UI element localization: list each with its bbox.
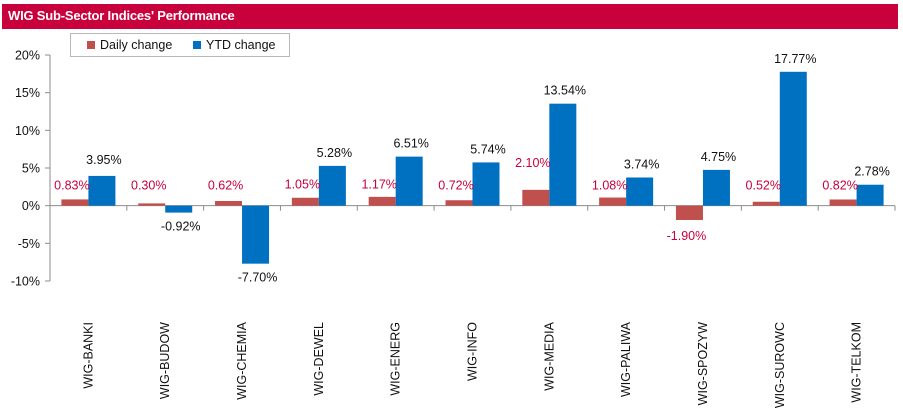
x-tick-label-wig-energ: WIG-ENERG xyxy=(389,322,403,396)
data-label-ytd-wig-budow: -0.92% xyxy=(161,220,201,234)
x-tick-label-wig-chemia: WIG-CHEMIA xyxy=(235,321,249,399)
data-label-ytd-wig-media: 13.54% xyxy=(544,84,586,98)
data-label-ytd-wig-banki: 3.95% xyxy=(86,153,121,167)
data-label-daily-wig-surowc: 0.52% xyxy=(746,179,781,193)
x-tick-label-wig-dewel: WIG-DEWEL xyxy=(312,322,326,396)
bar-daily-wig-spozyw xyxy=(675,205,703,220)
bar-ytd-wig-media xyxy=(549,103,577,206)
bar-ytd-wig-budow xyxy=(165,205,193,213)
y-tick-label: 5% xyxy=(22,162,40,176)
bar-ytd-wig-telkom xyxy=(856,184,884,206)
y-tick-label: -5% xyxy=(18,237,40,251)
bar-daily-wig-telkom xyxy=(829,199,857,206)
legend-label-daily: Daily change xyxy=(100,38,173,52)
legend-swatch-daily xyxy=(87,41,95,49)
y-tick-label: 15% xyxy=(15,86,40,100)
legend-item-daily: Daily change xyxy=(87,38,172,52)
x-tick-label-wig-spozyw: WIG-SPOZYW xyxy=(696,322,710,406)
bar-ytd-wig-chemia xyxy=(242,205,270,264)
data-label-daily-wig-budow: 0.30% xyxy=(131,179,166,193)
data-label-ytd-wig-surowc: 17.77% xyxy=(774,52,816,66)
data-label-ytd-wig-chemia: -7.70% xyxy=(238,271,278,285)
data-label-daily-wig-banki: 0.83% xyxy=(54,179,89,193)
data-label-daily-wig-dewel: 1.05% xyxy=(285,178,320,192)
bar-daily-wig-budow xyxy=(138,203,166,206)
bar-daily-wig-info xyxy=(445,200,473,206)
data-label-daily-wig-media: 2.10% xyxy=(515,156,550,170)
bar-ytd-wig-energ xyxy=(395,156,423,206)
data-label-ytd-wig-paliwa: 3.74% xyxy=(624,157,659,171)
bar-daily-wig-banki xyxy=(61,199,89,206)
x-tick-label-wig-media: WIG-MEDIA xyxy=(542,321,556,390)
data-label-ytd-wig-dewel: 5.28% xyxy=(317,146,352,160)
bar-daily-wig-surowc xyxy=(752,201,780,206)
chart-legend: Daily change YTD change xyxy=(70,33,290,57)
bar-ytd-wig-dewel xyxy=(318,165,346,206)
y-tick-label: 20% xyxy=(15,49,40,63)
data-label-ytd-wig-energ: 6.51% xyxy=(393,137,428,151)
y-tick-label: 0% xyxy=(22,199,40,213)
x-tick-label-wig-info: WIG-INFO xyxy=(466,322,480,381)
bar-ytd-wig-banki xyxy=(88,175,116,206)
data-label-ytd-wig-telkom: 2.78% xyxy=(854,165,889,179)
legend-item-ytd: YTD change xyxy=(193,38,275,52)
data-label-daily-wig-telkom: 0.82% xyxy=(822,179,857,193)
bar-ytd-wig-info xyxy=(472,162,500,206)
bar-daily-wig-dewel xyxy=(291,197,319,206)
data-label-ytd-wig-info: 5.74% xyxy=(470,142,505,156)
x-tick-label-wig-budow: WIG-BUDOW xyxy=(158,322,172,399)
data-label-daily-wig-info: 0.72% xyxy=(438,179,473,193)
bar-daily-wig-energ xyxy=(368,196,396,206)
legend-label-ytd: YTD change xyxy=(206,38,276,52)
x-tick-label-wig-paliwa: WIG-PALIWA xyxy=(619,321,633,397)
bar-ytd-wig-paliwa xyxy=(626,177,654,206)
y-tick-label: 10% xyxy=(15,124,40,138)
y-tick-label: -10% xyxy=(11,275,40,289)
bar-daily-wig-paliwa xyxy=(599,197,627,206)
bar-ytd-wig-surowc xyxy=(779,71,807,206)
data-label-daily-wig-chemia: 0.62% xyxy=(208,179,243,193)
data-label-daily-wig-energ: 1.17% xyxy=(361,178,396,192)
x-tick-label-wig-banki: WIG-BANKI xyxy=(81,322,95,389)
bar-ytd-wig-spozyw xyxy=(702,169,730,206)
bar-daily-wig-chemia xyxy=(215,200,243,206)
bar-daily-wig-media xyxy=(522,189,550,206)
data-label-ytd-wig-spozyw: 4.75% xyxy=(701,150,736,164)
data-label-daily-wig-paliwa: 1.08% xyxy=(592,179,627,193)
x-tick-label-wig-telkom: WIG-TELKOM xyxy=(850,322,864,403)
chart-title-bar: WIG Sub-Sector Indices' Performance xyxy=(2,4,898,29)
x-tick-label-wig-surowc: WIG-SUROWC xyxy=(773,322,787,408)
data-label-daily-wig-spozyw: -1.90% xyxy=(667,229,707,243)
legend-swatch-ytd xyxy=(193,41,201,49)
chart-title: WIG Sub-Sector Indices' Performance xyxy=(8,8,235,23)
